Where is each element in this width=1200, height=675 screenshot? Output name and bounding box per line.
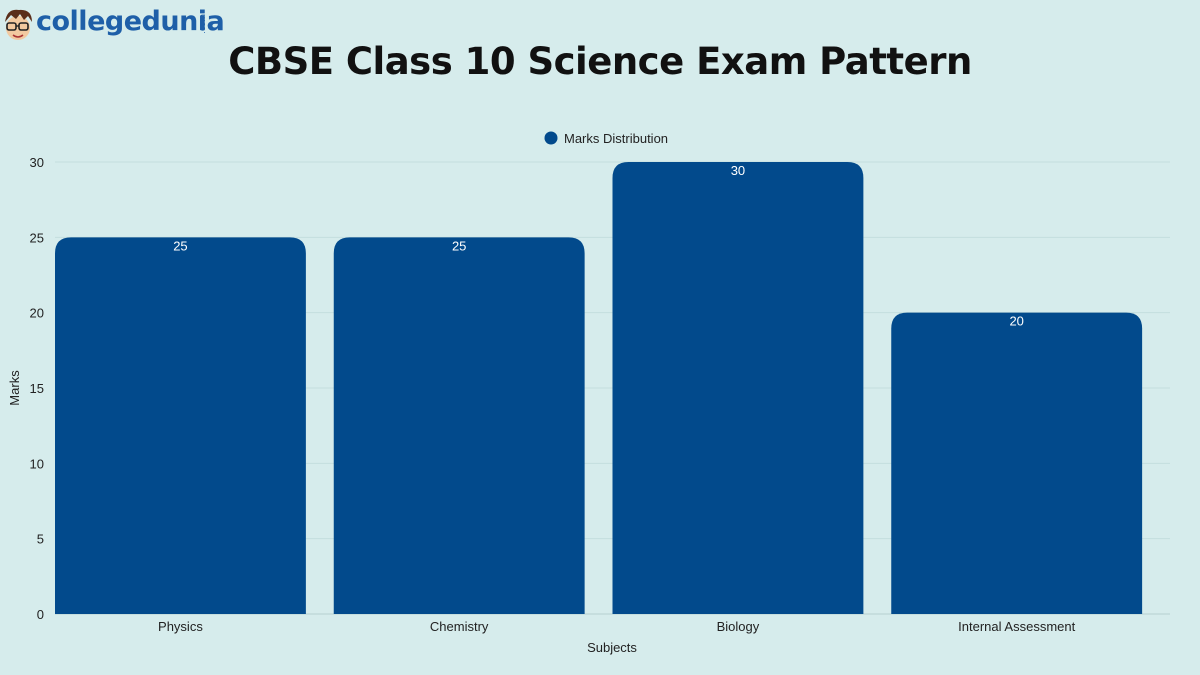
x-axis-ticks: Physics Chemistry Biology Internal Assessme… <box>158 619 1076 634</box>
legend-label: Marks Distribution <box>564 131 668 146</box>
y-tick-label: 5 <box>37 532 44 547</box>
x-axis-label: Subjects <box>587 640 637 655</box>
y-axis-label: Marks <box>7 370 22 406</box>
y-tick-label: 30 <box>30 155 44 170</box>
chart-title: CBSE Class 10 Science Exam Pattern <box>228 40 972 83</box>
bar-biology <box>612 162 864 614</box>
data-label: 30 <box>731 163 745 178</box>
y-tick-label: 20 <box>30 306 44 321</box>
x-tick-label: Chemistry <box>430 619 489 634</box>
y-tick-label: 0 <box>37 607 44 622</box>
y-tick-label: 15 <box>30 381 44 396</box>
data-labels: 25 25 30 20 <box>173 163 1024 329</box>
bar-physics <box>55 237 306 615</box>
y-tick-label: 10 <box>30 456 44 471</box>
y-tick-label: 25 <box>30 230 44 245</box>
data-label: 20 <box>1009 314 1023 329</box>
bars <box>55 162 1143 615</box>
legend-marker-icon <box>544 131 558 145</box>
bar-internal-assessment <box>891 312 1143 614</box>
x-tick-label: Internal Assessment <box>958 619 1075 634</box>
logo-mascot-icon <box>5 9 32 40</box>
logo-wordmark: collegedunia <box>36 6 225 37</box>
x-tick-label: Physics <box>158 619 203 634</box>
bar-chemistry <box>333 237 585 615</box>
legend[interactable]: Marks Distribution <box>544 131 669 146</box>
data-label: 25 <box>452 238 466 253</box>
data-label: 25 <box>173 238 187 253</box>
y-axis-ticks: 0 5 10 15 20 25 30 <box>30 155 44 622</box>
x-tick-label: Biology <box>717 619 760 634</box>
